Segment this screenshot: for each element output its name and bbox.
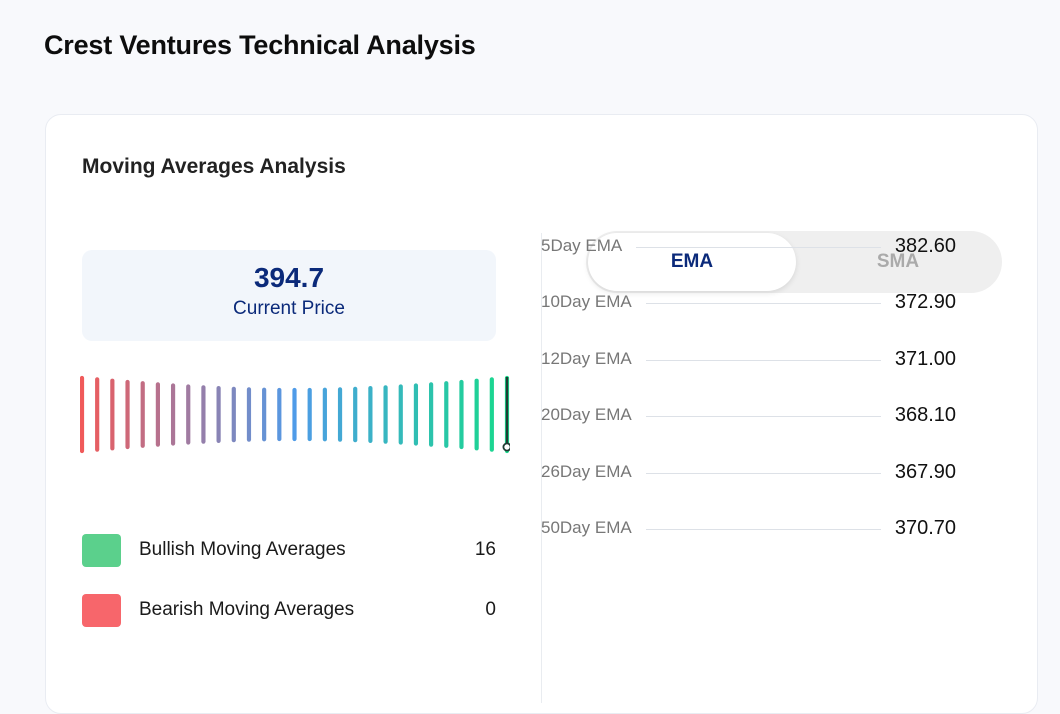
ema-period-label: 5Day EMA bbox=[541, 236, 623, 255]
ema-row: 5Day EMA 382.60 bbox=[541, 228, 956, 284]
legend-bullish: Bullish Moving Averages 16 bbox=[82, 533, 496, 567]
current-price-label: Current Price bbox=[233, 298, 345, 319]
ema-row-divider bbox=[645, 359, 881, 361]
ema-period-label: 20Day EMA bbox=[541, 405, 632, 425]
bearish-swatch bbox=[82, 593, 121, 627]
ema-period-label: 26Day EMA bbox=[541, 461, 632, 481]
ema-row: 12Day EMA 371.00 bbox=[541, 341, 956, 397]
ema-period-label: 10Day EMA bbox=[541, 292, 632, 312]
ema-value: 367.90 bbox=[894, 460, 956, 483]
ema-row-divider bbox=[645, 528, 881, 530]
ma-type-toggle[interactable]: EMA SMA bbox=[586, 231, 1002, 293]
ema-value: 368.10 bbox=[894, 404, 956, 427]
gauge-needle-knob bbox=[502, 442, 510, 452]
page-title: Crest Ventures Technical Analysis bbox=[44, 30, 476, 60]
legend-bearish: Bearish Moving Averages 0 bbox=[82, 593, 496, 627]
current-price-value: 394.7 bbox=[253, 262, 325, 293]
ema-period-label: 12Day EMA bbox=[541, 348, 632, 368]
ema-row: 50Day EMA 370.70 bbox=[541, 510, 956, 566]
ema-value: 372.90 bbox=[894, 291, 956, 314]
ema-value: 382.60 bbox=[894, 235, 956, 257]
sentiment-gauge bbox=[80, 375, 510, 454]
bearish-count: 0 bbox=[485, 599, 496, 620]
bearish-label: Bearish Moving Averages bbox=[139, 599, 355, 620]
ema-value: 371.00 bbox=[894, 347, 956, 370]
bullish-swatch bbox=[82, 533, 121, 567]
ema-value: 370.70 bbox=[894, 516, 956, 539]
tab-sma[interactable]: SMA bbox=[876, 251, 920, 272]
section-title: Moving Averages Analysis bbox=[82, 155, 346, 178]
ema-row: 20Day EMA 368.10 bbox=[541, 397, 956, 453]
ema-row-divider bbox=[645, 416, 881, 418]
current-price-box: 394.7 Current Price bbox=[82, 250, 496, 341]
moving-averages-card: Moving Averages Analysis 394.7 Current P… bbox=[45, 114, 1038, 714]
ema-list: 5Day EMA 382.60 10Day EMA 372.90 12Day EMA 37… bbox=[541, 228, 956, 566]
ema-row: 26Day EMA 367.90 bbox=[541, 454, 956, 510]
ema-row-divider bbox=[645, 472, 881, 474]
ema-row-divider bbox=[636, 247, 881, 248]
tab-ema[interactable]: EMA bbox=[588, 233, 796, 291]
bullish-label: Bullish Moving Averages bbox=[139, 539, 346, 560]
column-divider bbox=[541, 233, 542, 703]
ema-period-label: 50Day EMA bbox=[541, 517, 632, 537]
bullish-count: 16 bbox=[474, 539, 496, 560]
ema-row-divider bbox=[645, 303, 881, 305]
ema-row: 10Day EMA 372.90 bbox=[541, 284, 956, 340]
